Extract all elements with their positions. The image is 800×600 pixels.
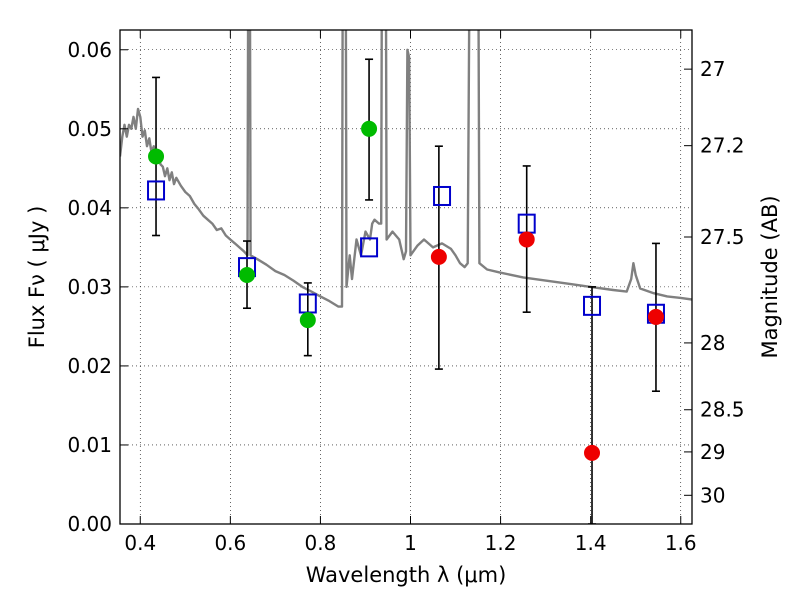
model-photometry-square [147,180,166,201]
y2-tick-label: 30 [700,483,725,507]
observed-flux-point [430,248,447,265]
model-photometry-square [433,185,452,206]
y-tick-label: 0.06 [67,38,112,62]
x-tick-label: 1.2 [485,531,517,555]
x-tick-label: 0.8 [305,531,337,555]
y-tick-label: 0.05 [67,117,112,141]
plot-frame [119,29,693,525]
y-tick-label: 0.00 [67,512,112,536]
y2-tick-label: 29 [700,440,725,464]
y2-tick-label: 27.5 [700,225,745,249]
model-photometry-layer [147,180,665,324]
observed-flux-point [647,308,664,325]
observed-flux-point [518,231,535,248]
y2-tick-label: 28 [700,331,725,355]
observed-flux-point [299,312,316,329]
tick-layer: 0.4 0.6 0.8 1 1.2 1.4 1.6 0.00 0.01 0.02 0.03 0.04 0… [67,30,745,555]
y2-tick-label: 27 [700,57,725,81]
y2-tick-label: 27.2 [700,134,745,158]
y-tick-label: 0.03 [67,275,112,299]
y-tick-label: 0.02 [67,354,112,378]
x-tick-label: 1.4 [575,531,607,555]
y2-axis-label: Magnitude (AB) [758,195,782,358]
observed-photometry-layer [148,120,664,461]
x-tick-label: 1 [404,531,417,555]
observed-flux-point [361,120,378,137]
x-tick-label: 0.6 [214,531,246,555]
y-tick-label: 0.04 [67,196,112,220]
x-axis-label: Wavelength λ (μm) [306,563,507,587]
y-tick-label: 0.01 [67,433,112,457]
model-photometry-square [360,237,379,258]
observed-flux-point [148,148,165,165]
y2-tick-label: 28.5 [700,398,745,422]
x-tick-label: 0.4 [124,531,156,555]
model-photometry-square [583,295,602,316]
observed-flux-point [239,267,256,284]
observed-flux-point [584,444,601,461]
y-axis-label: Flux Fν ( μJy ) [25,206,49,349]
x-tick-label: 1.6 [665,531,697,555]
